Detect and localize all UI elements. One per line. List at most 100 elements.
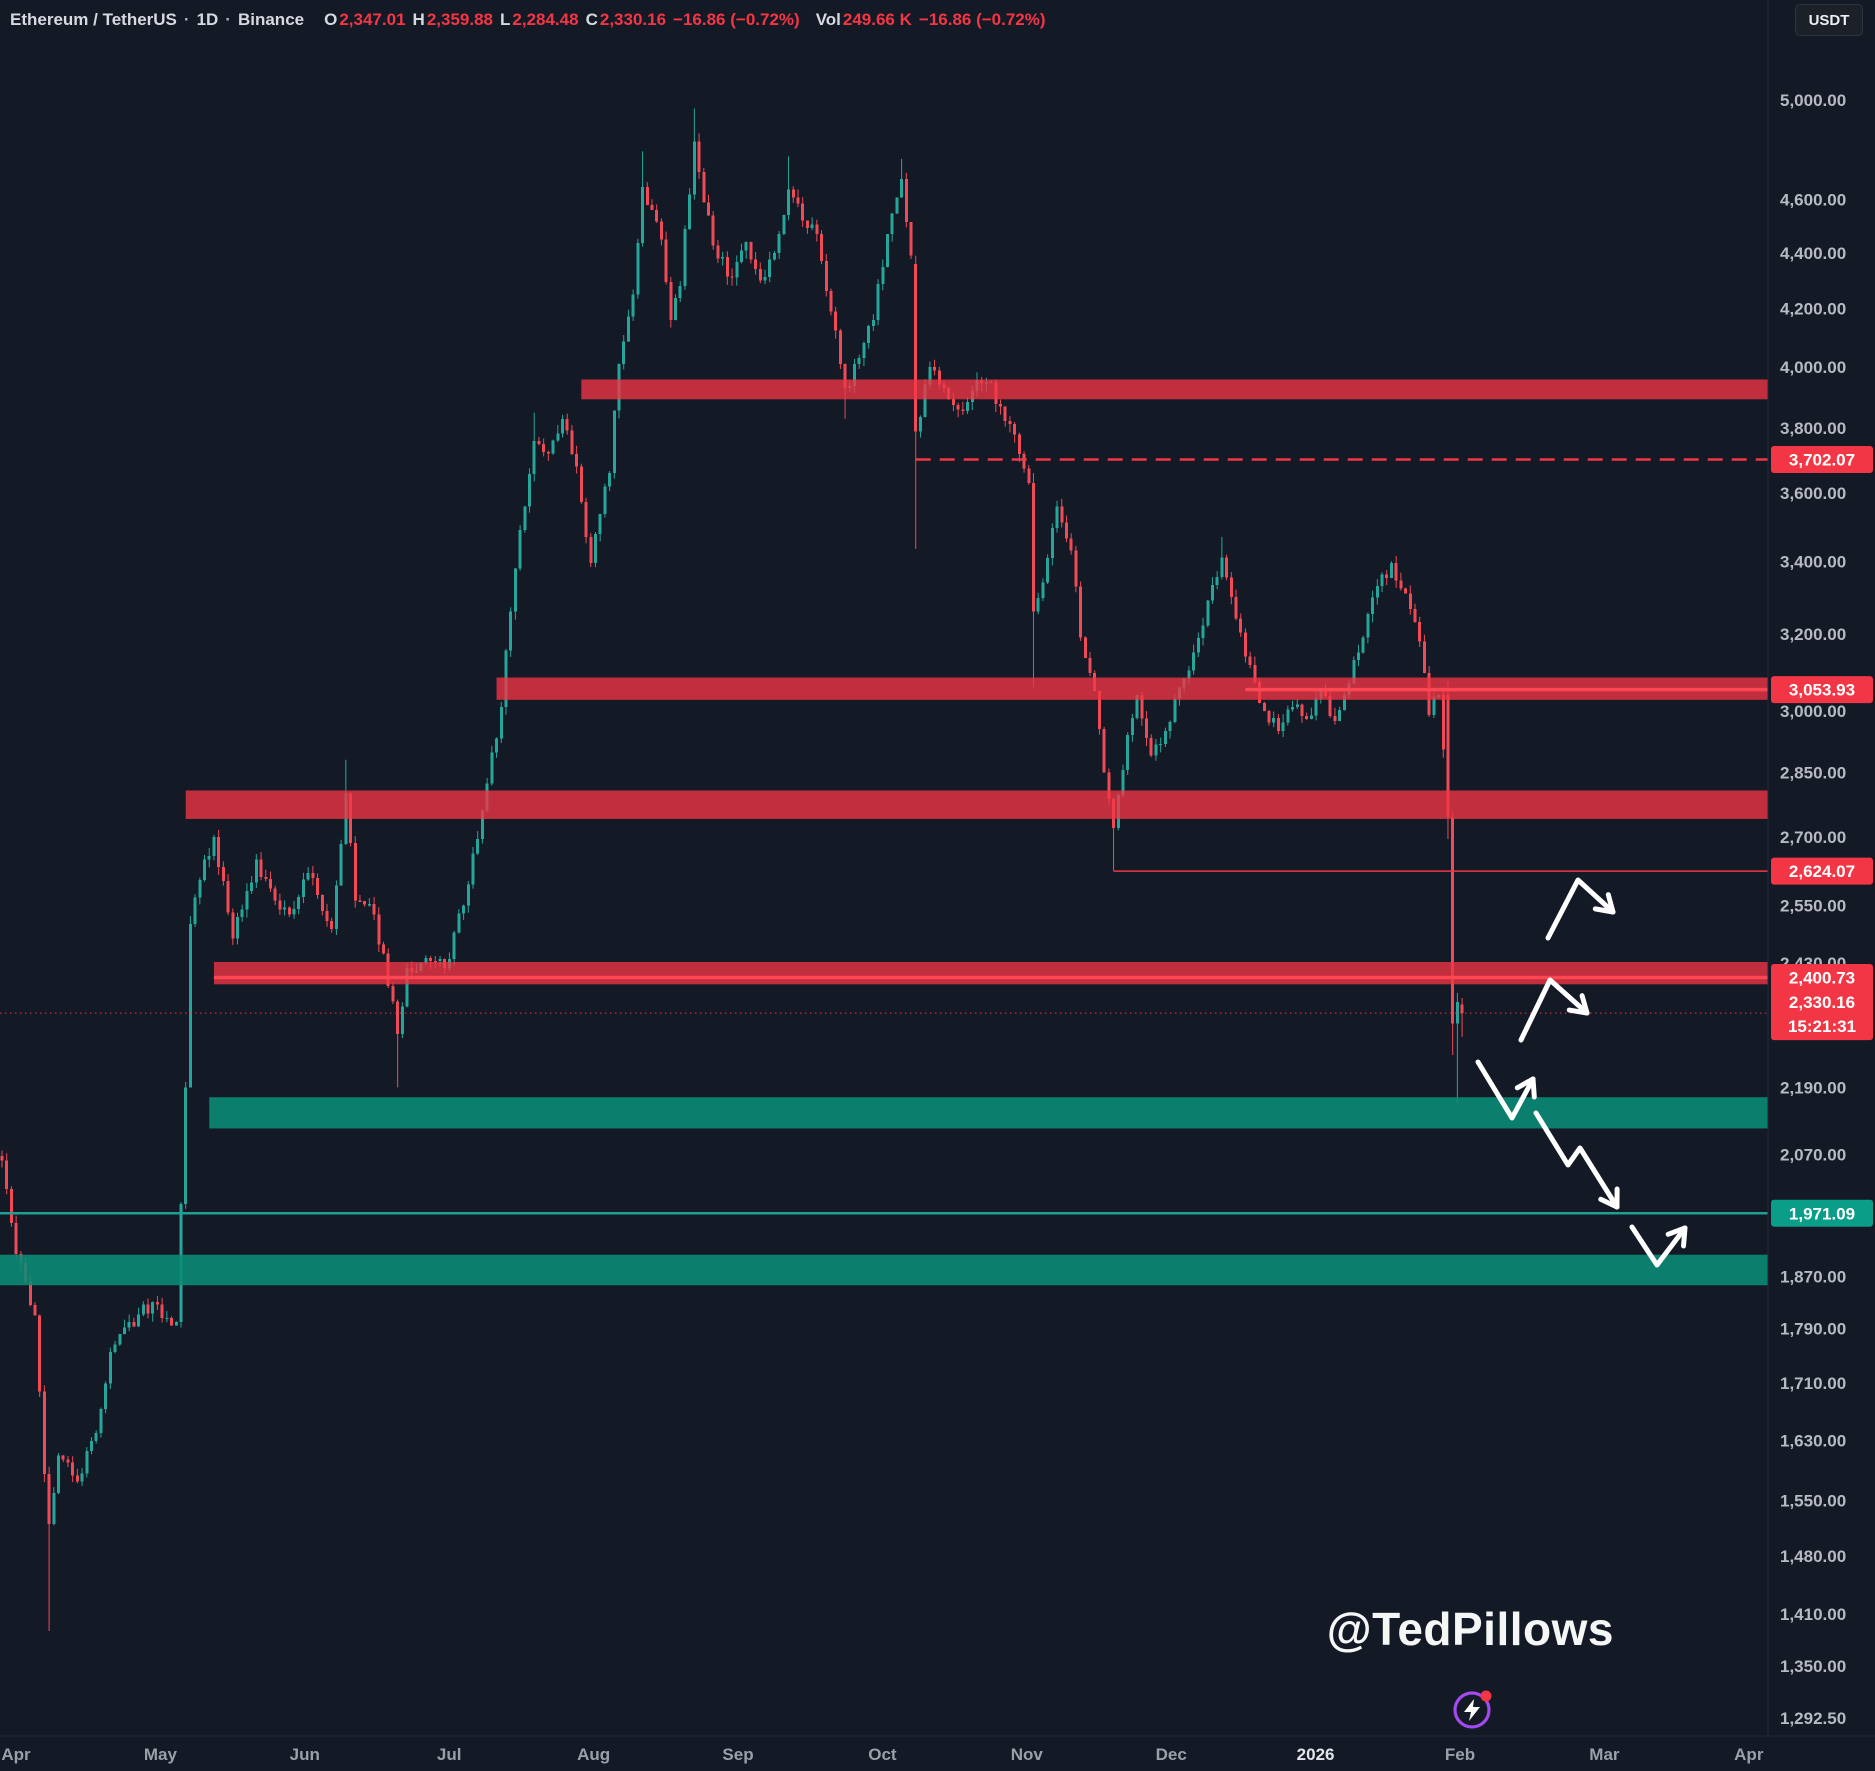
price-tick-label[interactable]: 4,000.00 [1780, 358, 1846, 377]
month-tick-label[interactable]: Jul [437, 1745, 462, 1764]
price-tick-label[interactable]: 4,400.00 [1780, 244, 1846, 263]
price-tick-label[interactable]: 1,710.00 [1780, 1374, 1846, 1393]
price-tick-label[interactable]: 4,200.00 [1780, 300, 1846, 319]
supply-zone-2400[interactable] [213, 961, 1769, 985]
price-tick-label[interactable]: 1,410.00 [1780, 1605, 1846, 1624]
candle-body [659, 221, 663, 240]
month-tick-label[interactable]: Dec [1156, 1745, 1187, 1764]
candle-body [283, 907, 287, 910]
price-tick-label[interactable]: 2,550.00 [1780, 896, 1846, 915]
currency-toggle-button[interactable]: USDT [1795, 4, 1863, 36]
candle-body [1050, 528, 1054, 558]
month-tick-label[interactable]: Nov [1011, 1745, 1044, 1764]
candle-body [857, 357, 861, 364]
supply-zone-3900[interactable] [581, 379, 1768, 400]
month-tick-label[interactable]: May [144, 1745, 178, 1764]
price-tick-label[interactable]: 3,200.00 [1780, 625, 1846, 644]
candle-body [1272, 717, 1276, 723]
candle-body [862, 342, 866, 358]
month-tick-label[interactable]: Apr [1, 1745, 31, 1764]
candle-body [749, 242, 753, 260]
price-tick-label[interactable]: 1,790.00 [1780, 1320, 1846, 1339]
symbol-name[interactable]: Ethereum / TetherUS [10, 10, 177, 29]
candle-body [306, 872, 310, 880]
candle-body [353, 843, 357, 901]
price-tick-label[interactable]: 1,630.00 [1780, 1432, 1846, 1451]
month-tick-label[interactable]: Oct [868, 1745, 897, 1764]
month-tick-label[interactable]: Jun [290, 1745, 320, 1764]
supply-zone-3050[interactable] [496, 677, 1768, 700]
candle-body [730, 276, 734, 278]
candle-body [466, 884, 470, 906]
candle-body [476, 839, 480, 854]
price-tick-label[interactable]: 3,600.00 [1780, 484, 1846, 503]
price-tick-label[interactable]: 3,800.00 [1780, 419, 1846, 438]
candle-body [264, 877, 268, 879]
candle-body [758, 268, 762, 281]
year-tick-label[interactable]: 2026 [1297, 1745, 1335, 1764]
candle-body [52, 1493, 56, 1525]
candle-body [1126, 735, 1130, 770]
candle-body [226, 880, 230, 913]
month-tick-label[interactable]: Apr [1734, 1745, 1764, 1764]
candle-body [1267, 710, 1271, 723]
price-tick-label[interactable]: 1,350.00 [1780, 1657, 1846, 1676]
month-tick-label[interactable]: Sep [722, 1745, 753, 1764]
candle-body [556, 433, 560, 441]
arrowhead [1514, 1076, 1536, 1091]
candle-body [1107, 772, 1111, 800]
candle-body [603, 486, 607, 514]
price-tick-label[interactable]: 1,550.00 [1780, 1492, 1846, 1511]
candle-body [334, 885, 338, 930]
candle-body [999, 403, 1003, 407]
price-axis: 5,000.00 4,600.00 4,400.00 4,200.00 4,000.00… [1780, 91, 1846, 1728]
price-tick-label[interactable]: 3,400.00 [1780, 552, 1846, 571]
month-tick-label[interactable]: Feb [1445, 1745, 1475, 1764]
candle-body [754, 259, 758, 269]
candlestick-series [0, 108, 1464, 1632]
month-tick-label[interactable]: Mar [1589, 1745, 1620, 1764]
candle-body [457, 913, 461, 933]
price-tick-label[interactable]: 3,000.00 [1780, 702, 1846, 721]
candle-body [1168, 721, 1172, 732]
price-tick-label[interactable]: 1,870.00 [1780, 1267, 1846, 1286]
arrow-pullback-upper [1545, 877, 1616, 941]
price-tick-label[interactable]: 2,190.00 [1780, 1078, 1846, 1097]
candle-body [1215, 576, 1219, 585]
candle-body [118, 1333, 122, 1345]
demand-zone-1880[interactable] [0, 1254, 1768, 1286]
candle-body [1229, 577, 1233, 597]
candle-body [203, 859, 207, 881]
arrowhead [1530, 1076, 1537, 1100]
candle-body [1074, 550, 1078, 587]
arrowhead [1665, 1225, 1688, 1237]
close-label: C [585, 10, 598, 29]
month-tick-label[interactable]: Aug [577, 1745, 610, 1764]
candle-body [146, 1304, 150, 1314]
price-tick-label[interactable]: 1,292.50 [1780, 1709, 1846, 1728]
candle-body [358, 900, 362, 902]
candle-body [113, 1344, 117, 1353]
candle-body [1121, 769, 1125, 795]
close-value: 2,330.16 [599, 10, 667, 29]
candle-body [834, 311, 838, 331]
price-tick-label[interactable]: 2,070.00 [1780, 1146, 1846, 1165]
candle-body [429, 958, 433, 961]
price-tick-label[interactable]: 4,600.00 [1780, 191, 1846, 210]
lightning-bolt-icon [1464, 1699, 1480, 1721]
price-tick-label[interactable]: 1,480.00 [1780, 1547, 1846, 1566]
price-tick-label[interactable]: 2,700.00 [1780, 828, 1846, 847]
price-tick-label[interactable]: 5,000.00 [1780, 91, 1846, 110]
candle-body [805, 220, 809, 229]
candle-body [108, 1352, 112, 1384]
candle-body [462, 905, 466, 914]
candle-body [174, 1321, 178, 1326]
timeframe-label[interactable]: 1D [196, 10, 219, 29]
supply-zone-2770[interactable] [185, 790, 1769, 819]
candle-body [198, 880, 202, 898]
candle-body [961, 409, 965, 412]
candle-body [1031, 482, 1035, 612]
price-tick-label[interactable]: 2,850.00 [1780, 763, 1846, 782]
